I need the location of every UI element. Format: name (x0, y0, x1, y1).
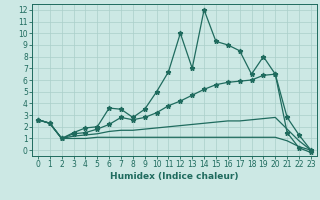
X-axis label: Humidex (Indice chaleur): Humidex (Indice chaleur) (110, 172, 239, 181)
